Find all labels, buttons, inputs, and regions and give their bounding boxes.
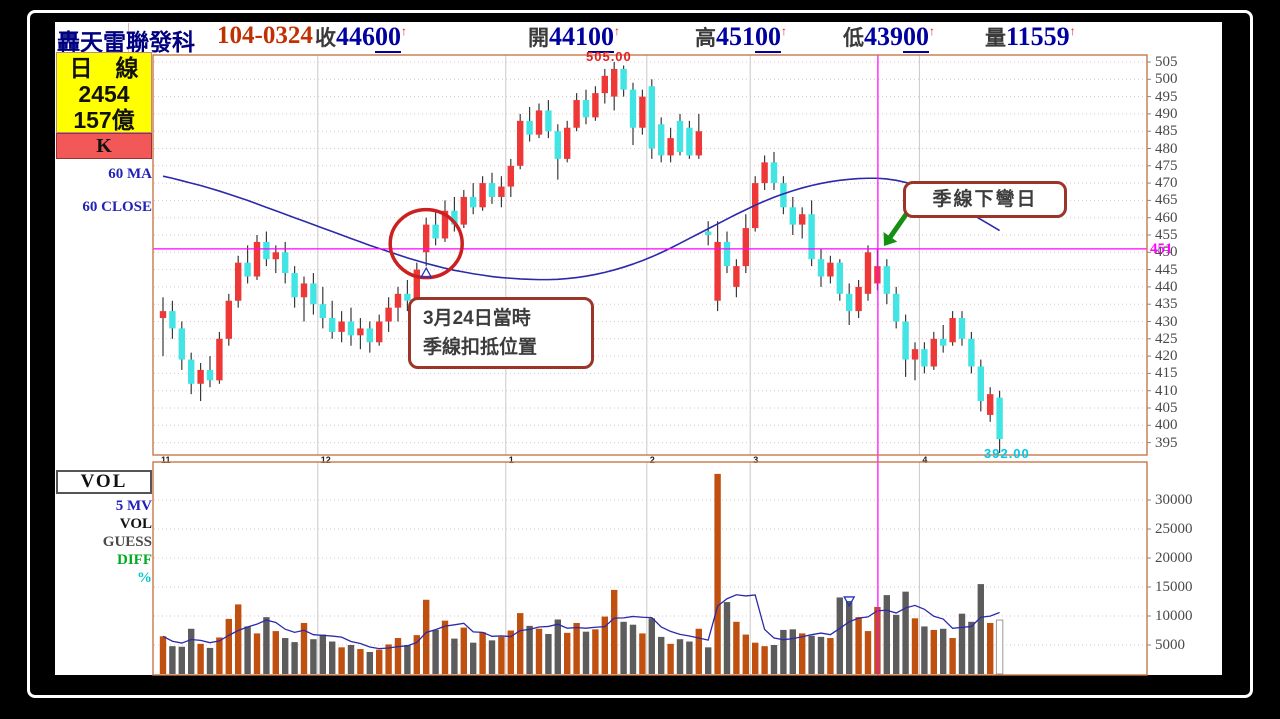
up-arrow-icon: ↑ (929, 24, 935, 38)
period-selector[interactable]: 日 線 2454 157億 (56, 52, 152, 133)
quote-field-高: 高45100↑ (695, 22, 787, 53)
up-arrow-icon: ↑ (781, 24, 787, 38)
price-tick-500: 500 (1155, 71, 1178, 88)
price-tick-400: 400 (1155, 417, 1178, 434)
volume-tick-30000: 30000 (1155, 492, 1193, 508)
month-label-4: 4 (922, 455, 928, 465)
price-tick-415: 415 (1155, 365, 1178, 382)
price-tick-430: 430 (1155, 313, 1178, 330)
period-high-label: 505.00 (586, 49, 632, 64)
volume-legend-1[interactable]: 5 MV (115, 498, 152, 514)
month-label-11: 11 (161, 455, 171, 465)
volume-tick-25000: 25000 (1155, 521, 1193, 537)
stock-name: 聯發科 (126, 29, 195, 55)
quote-field-收: 收44600↑ (315, 22, 407, 53)
volume-legend-5[interactable]: % (137, 570, 152, 586)
price-tick-445: 445 (1155, 261, 1178, 278)
price-tick-420: 420 (1155, 348, 1178, 365)
price-tick-395: 395 (1155, 434, 1178, 451)
price-tick-450: 450 (1155, 244, 1178, 261)
price-tick-410: 410 (1155, 382, 1178, 399)
price-tick-435: 435 (1155, 296, 1178, 313)
volume-legend-3[interactable]: GUESS (102, 534, 152, 550)
price-tick-425: 425 (1155, 330, 1178, 347)
up-arrow-icon: ↑ (614, 24, 620, 38)
ma-turndown-callout[interactable]: 季線下彎日 (903, 181, 1067, 218)
price-tick-480: 480 (1155, 140, 1178, 157)
deduction-line2: 季線扣抵位置 (423, 337, 538, 358)
price-tick-465: 465 (1155, 192, 1178, 209)
period-label: 日 線 (69, 55, 139, 81)
quote-field-開: 開44100↑ (528, 22, 620, 53)
period-low-label: 392.00 (984, 446, 1030, 461)
deduction-line1: 3月24日當時 (423, 308, 531, 329)
price-tick-405: 405 (1155, 400, 1178, 416)
window-frame (27, 10, 1253, 698)
quote-field-量: 量11559↑ (985, 22, 1076, 51)
month-label-3: 3 (753, 455, 759, 465)
quote-field-低: 低43900↑ (843, 22, 935, 53)
price-tick-455: 455 (1155, 227, 1178, 243)
k-chart-button[interactable]: K (56, 133, 152, 159)
quote-header: 轟天雷 聯發科 104-0324 收44600↑ 開44100↑ 高45100↑ 低4… (55, 22, 1222, 57)
crosshair-price-label: 451 (1150, 240, 1173, 257)
deduction-callout[interactable]: 3月24日當時 季線扣抵位置 (408, 297, 594, 369)
app-title: 轟天雷 (57, 23, 129, 57)
volume-legend-2[interactable]: VOL (119, 516, 152, 532)
close60-legend[interactable]: 60 CLOSE (82, 199, 152, 215)
ma60-legend[interactable]: 60 MA (108, 166, 152, 182)
volume-tick-15000: 15000 (1155, 579, 1193, 595)
month-label-12: 12 (320, 455, 331, 465)
price-tick-440: 440 (1155, 278, 1178, 295)
trade-date: 104-0324 (217, 22, 313, 49)
volume-legend-4[interactable]: DIFF (117, 552, 152, 568)
price-tick-490: 490 (1155, 105, 1178, 122)
volume-tick-10000: 10000 (1155, 608, 1193, 624)
price-tick-495: 495 (1155, 88, 1178, 105)
volume-tick-5000: 5000 (1155, 637, 1185, 653)
price-tick-460: 460 (1155, 209, 1178, 226)
price-tick-470: 470 (1155, 175, 1178, 192)
volume-tick-20000: 20000 (1155, 550, 1193, 566)
price-tick-505: 505 (1155, 54, 1178, 70)
stock-code: 2454 (78, 81, 130, 107)
month-label-2: 2 (649, 455, 655, 465)
up-arrow-icon: ↑ (1069, 24, 1076, 38)
price-tick-475: 475 (1155, 157, 1178, 174)
price-tick-485: 485 (1155, 123, 1178, 140)
month-label-1: 1 (508, 455, 514, 465)
volume-pane-button[interactable]: VOL (56, 470, 152, 494)
turnover-amount: 157億 (73, 107, 135, 133)
up-arrow-icon: ↑ (401, 24, 407, 38)
